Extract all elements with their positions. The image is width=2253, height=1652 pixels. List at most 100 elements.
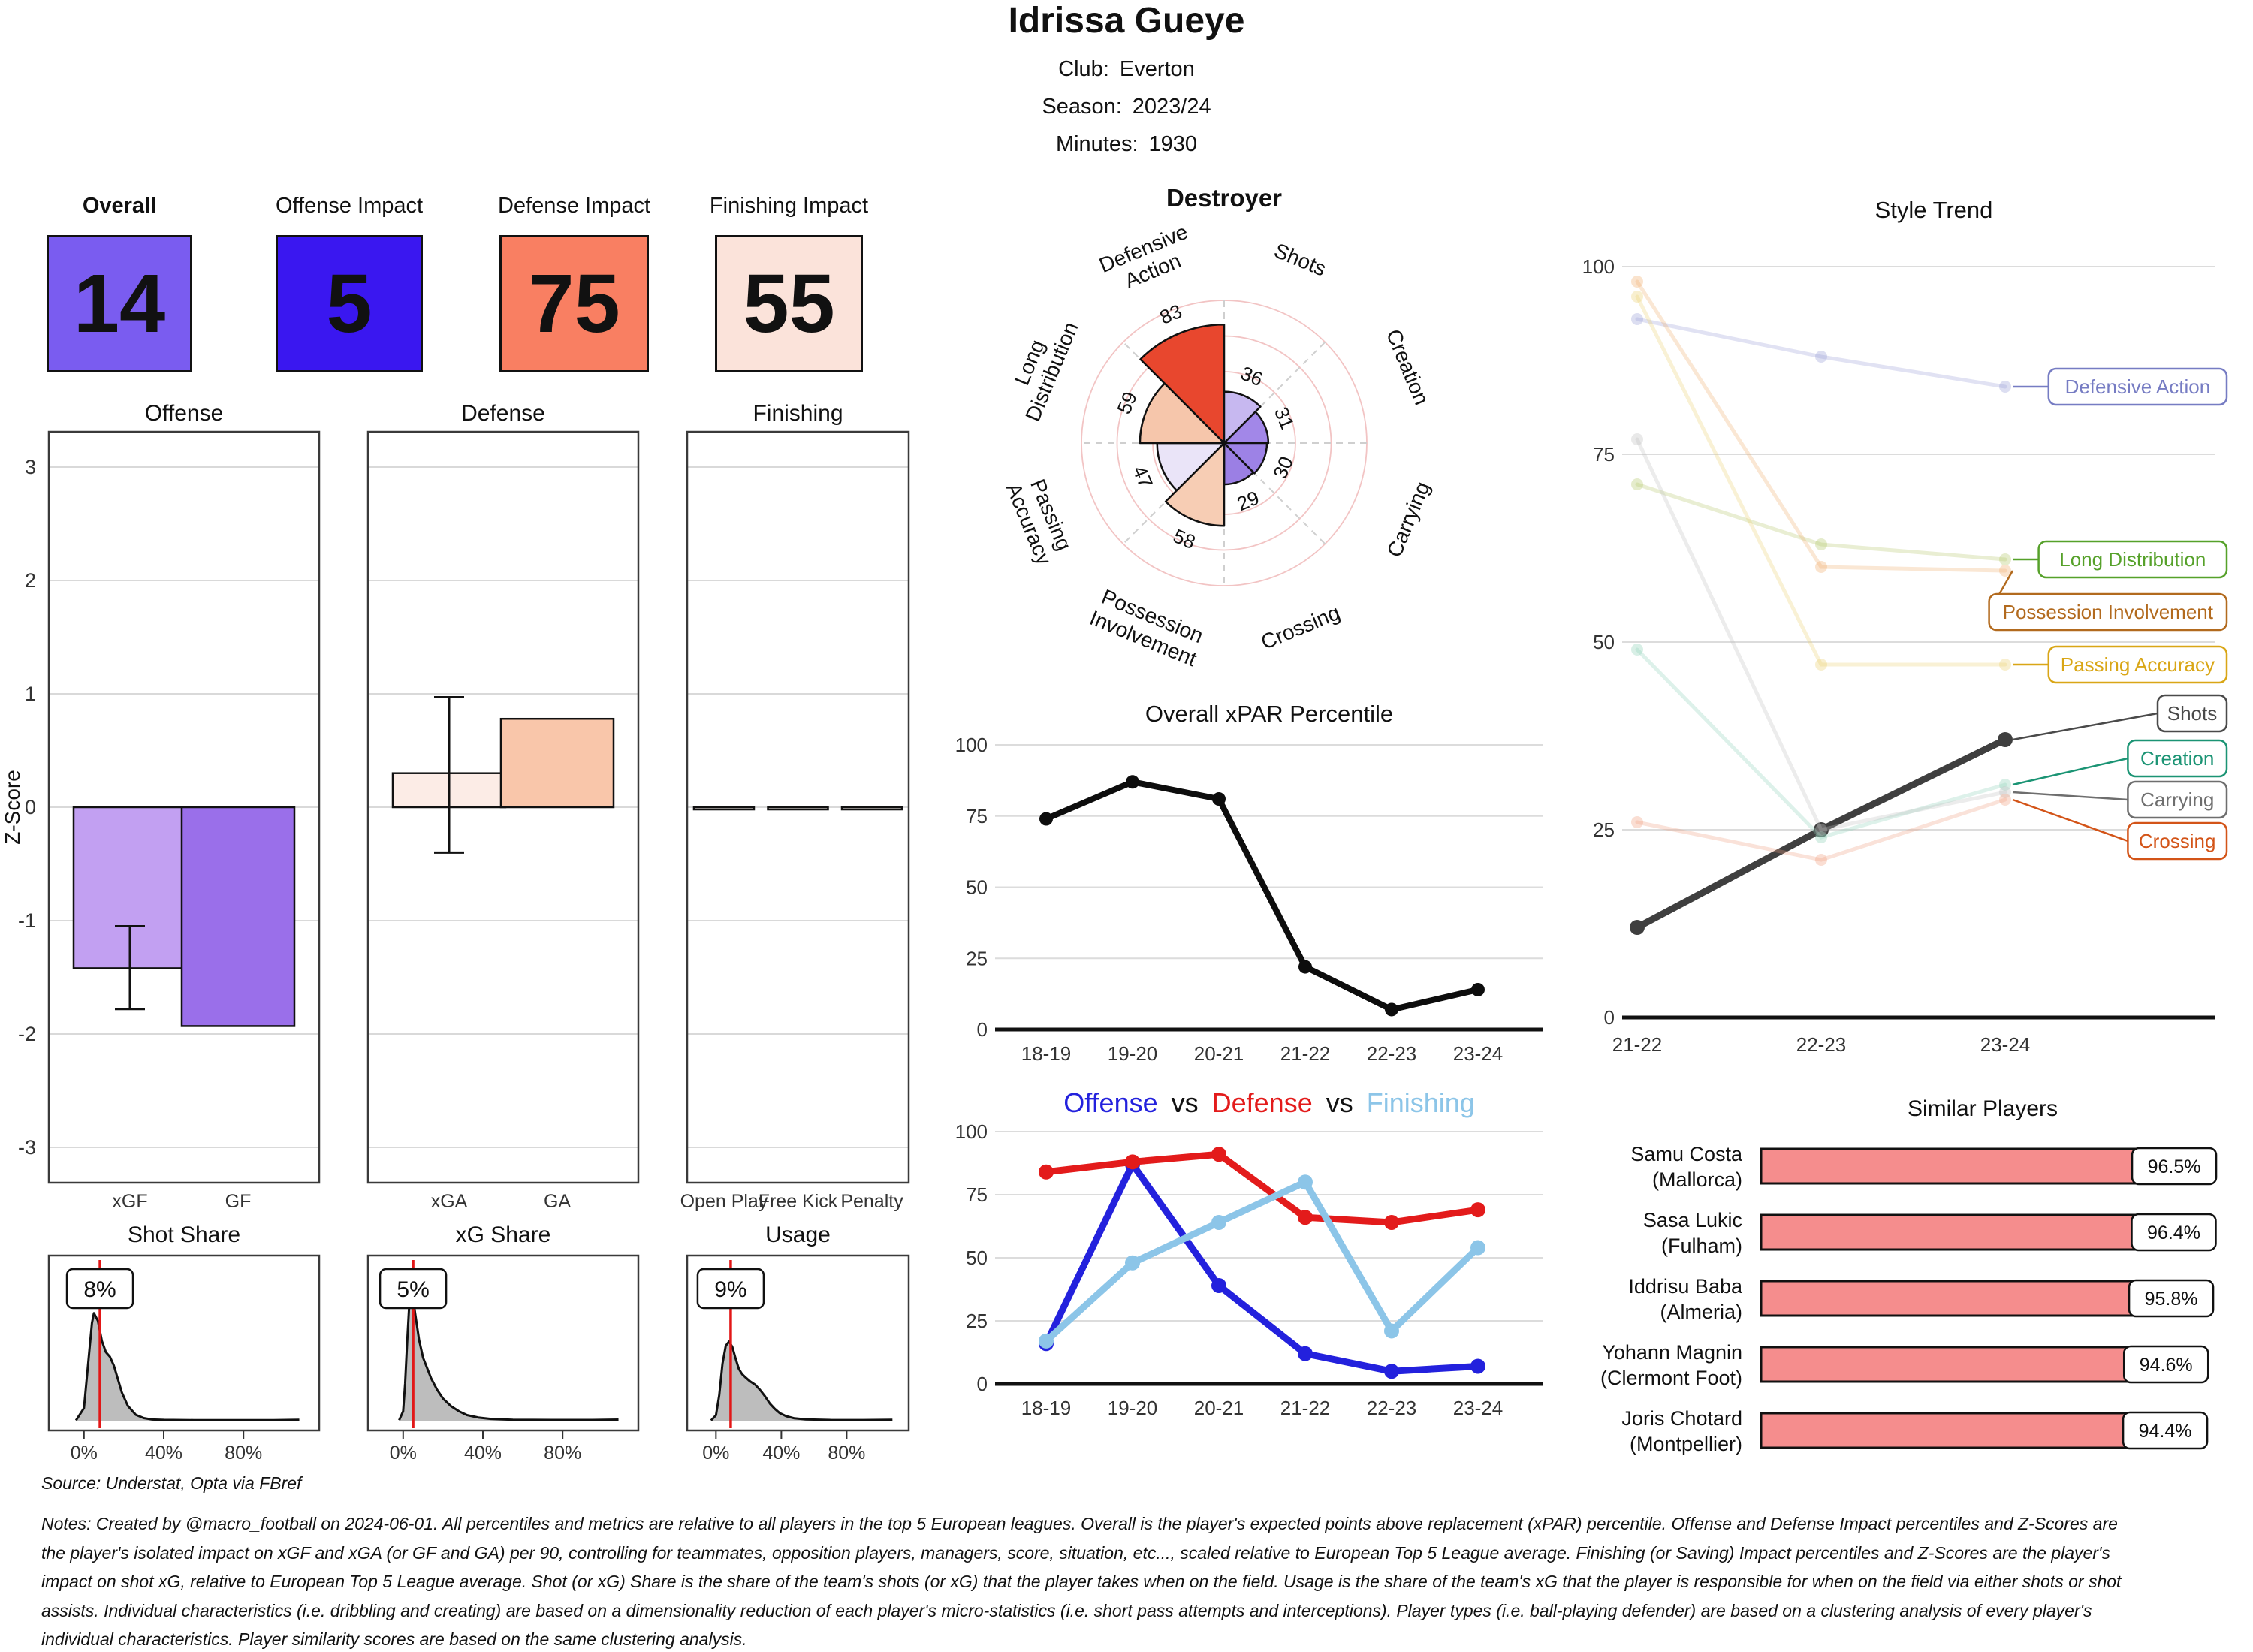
rose-wedge-Passing Accuracy [1156, 442, 1226, 492]
zscore-ylabel: Z-Score [1, 770, 24, 845]
xtick: 23-24 [1453, 1042, 1504, 1065]
series-point [1630, 920, 1645, 935]
series-label: Shots [2167, 702, 2218, 725]
rose-value: 83 [1157, 300, 1185, 329]
label-leader [2012, 757, 2128, 786]
panel-title-finishing: Finishing [753, 401, 843, 426]
minutes-value: 1930 [1148, 132, 1198, 156]
xtick-label: 80% [828, 1442, 865, 1464]
ytick: 75 [966, 805, 988, 828]
xtick-label: 0% [71, 1442, 98, 1464]
series-point [1815, 351, 1827, 363]
xtick: 20-21 [1194, 1042, 1244, 1065]
series-point [1211, 1277, 1226, 1293]
series-point [1125, 1255, 1140, 1271]
density-title-xg-share: xG Share [455, 1222, 551, 1247]
series-line-Long Distribution [1635, 482, 2007, 562]
similarity-bar [1760, 1280, 2173, 1317]
series-label: Long Distribution [2059, 548, 2206, 571]
series-label-box-Passing Accuracy [2047, 645, 2228, 684]
zscore-ytick: 3 [25, 456, 36, 478]
series-point [1631, 313, 1643, 325]
rose-wedge-Defensive Action [1139, 324, 1226, 445]
similarity-bar [1760, 1213, 2175, 1251]
ytick: 75 [1593, 443, 1615, 466]
series-point [1298, 1174, 1313, 1190]
ytick: 50 [1593, 631, 1615, 653]
ytick: 0 [1604, 1006, 1615, 1029]
similarity-value: 94.4% [2139, 1421, 2192, 1442]
zscore-xtick: GF [225, 1191, 252, 1212]
density-curve [710, 1340, 893, 1421]
density-panels: 8% 0% 40% 80% 5% 0% 40% 80% 9% 0% 40% 80% [47, 1254, 910, 1464]
similarity-value: 96.4% [2147, 1222, 2200, 1244]
zscore-ytick: 0 [25, 796, 36, 818]
zscore-xtick: Open Play [680, 1191, 768, 1212]
ytick: 100 [955, 734, 988, 756]
series-point [1039, 812, 1053, 826]
xtick: 18-19 [1021, 1397, 1072, 1419]
rose-wedge-Carrying [1223, 442, 1268, 475]
rose-value: 29 [1234, 486, 1262, 515]
ytick: 50 [966, 876, 988, 899]
series-point [1385, 1002, 1398, 1017]
similarity-value: 95.8% [2145, 1289, 2198, 1310]
marker-chip [379, 1268, 448, 1310]
zscore-xtick: xGA [431, 1191, 468, 1212]
density-fill [399, 1294, 619, 1421]
season-line: Season: 2023/24 [0, 95, 2253, 119]
ovd-title-vs1: vs [1171, 1087, 1199, 1118]
zscore-panels: Z-Score -3 -2 -1 0 1 2 3 xGF GF xGA GA Open PlayFree… [1, 430, 910, 1212]
rose-wedge-Possession Involvement [1164, 442, 1226, 527]
xtick-label: 80% [225, 1442, 262, 1464]
series-point [1470, 1358, 1485, 1374]
rose-chart: 83DefensiveAction36Shots31Creation30Carr… [1002, 220, 1434, 671]
series-point [1384, 1323, 1399, 1339]
zscore-xtick: Penalty [840, 1191, 903, 1212]
series-label-box-Carrying [2127, 780, 2228, 819]
minutes-line: Minutes: 1930 [0, 132, 2253, 157]
impact-card-offense: Offense Impact 5 [276, 194, 423, 372]
series-line-Defense [1042, 1150, 1482, 1226]
rose-wedge-Long Distribution [1139, 382, 1226, 445]
ovd-title-offense: Offense [1063, 1087, 1158, 1118]
notes-line: Notes: Created by @macro_football on 202… [41, 1514, 2118, 1533]
xtick-label: 0% [702, 1442, 729, 1464]
player-name: Sasa Lukic [1643, 1209, 1742, 1231]
similarity-chip [2122, 1345, 2209, 1384]
panel-title-defense: Defense [461, 401, 545, 426]
similarity-bar [1760, 1346, 2167, 1383]
similarity-chip [2122, 1411, 2209, 1450]
series-line-Crossing [1635, 797, 2007, 862]
xtick-label: 0% [390, 1442, 417, 1464]
label-leader [2012, 798, 2128, 843]
xtick: 23-24 [1980, 1033, 2031, 1056]
zscore-bar-Penalty [840, 806, 903, 811]
ytick: 75 [966, 1183, 988, 1206]
similarity-chip [2128, 1279, 2215, 1318]
series-point [1815, 659, 1827, 671]
series-point [1631, 291, 1643, 303]
similarity-chip [2131, 1213, 2217, 1252]
xpar-title: Overall xPAR Percentile [1145, 701, 1394, 727]
series-point [1815, 831, 1827, 843]
club-value: Everton [1119, 57, 1195, 81]
similar-players-chart: Samu Costa (Mallorca) 96.5% Sasa Lukic (Fulh… [1600, 1143, 2218, 1455]
xtick: 23-24 [1453, 1397, 1504, 1419]
zscore-bar-GF [180, 806, 296, 1027]
series-point [1999, 786, 2011, 798]
xtick: 22-23 [1367, 1042, 1417, 1065]
zscore-ytick: 1 [25, 683, 36, 705]
series-line-Creation [1635, 647, 2007, 840]
marker-chip [65, 1268, 134, 1310]
panel-title-offense: Offense [144, 401, 224, 426]
zscore-bar-Free Kick [767, 806, 829, 811]
marker-value: 9% [714, 1277, 746, 1302]
series-label-box-Creation [2127, 739, 2228, 778]
player-club: (Almeria) [1660, 1301, 1742, 1323]
ytick: 25 [966, 1310, 988, 1332]
series-point [1999, 659, 2011, 671]
xtick-label: 40% [145, 1442, 182, 1464]
player-club: (Montpellier) [1630, 1433, 1742, 1455]
